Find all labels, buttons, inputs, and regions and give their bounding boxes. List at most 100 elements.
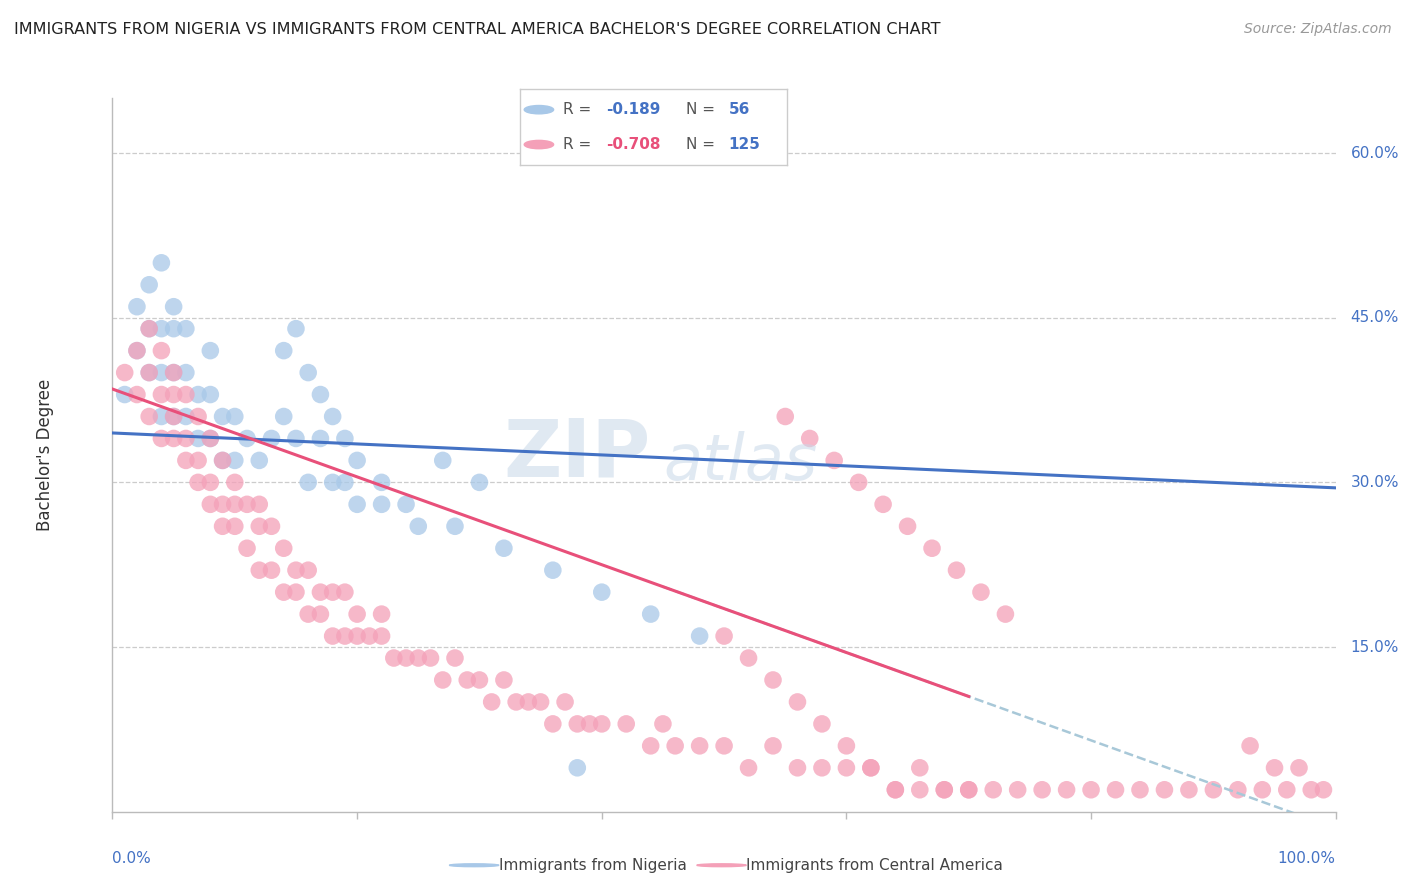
Point	[1153, 782, 1175, 797]
Point	[884, 782, 907, 797]
Point	[1312, 782, 1334, 797]
Point	[297, 366, 319, 380]
Point	[395, 497, 418, 511]
Point	[370, 607, 392, 621]
Text: 56: 56	[728, 103, 749, 117]
Text: ZIP: ZIP	[503, 416, 651, 494]
Point	[468, 475, 491, 490]
Point	[163, 409, 186, 424]
Point	[1275, 782, 1298, 797]
Point	[150, 366, 173, 380]
Circle shape	[450, 863, 499, 867]
Point	[713, 739, 735, 753]
Text: 30.0%: 30.0%	[1350, 475, 1399, 490]
Point	[150, 387, 173, 401]
Point	[247, 453, 270, 467]
Point	[150, 409, 173, 424]
Point	[224, 453, 246, 467]
Text: 45.0%: 45.0%	[1350, 310, 1399, 326]
Point	[1056, 782, 1078, 797]
Point	[835, 739, 858, 753]
Point	[884, 782, 907, 797]
Circle shape	[524, 140, 554, 149]
Point	[200, 432, 222, 446]
Point	[322, 475, 344, 490]
Point	[284, 563, 308, 577]
Point	[370, 497, 392, 511]
Point	[505, 695, 527, 709]
Point	[370, 629, 392, 643]
Point	[273, 343, 295, 358]
Point	[211, 409, 233, 424]
Point	[908, 782, 931, 797]
Point	[432, 673, 454, 687]
Text: R =: R =	[562, 137, 596, 152]
Point	[897, 519, 920, 533]
Point	[1129, 782, 1152, 797]
Point	[247, 497, 270, 511]
Point	[125, 387, 148, 401]
Point	[981, 782, 1004, 797]
Point	[333, 585, 356, 599]
Point	[481, 695, 503, 709]
Point	[541, 563, 564, 577]
Point	[138, 277, 160, 292]
Point	[567, 761, 589, 775]
Point	[174, 409, 197, 424]
Point	[200, 387, 222, 401]
Point	[859, 761, 882, 775]
Point	[187, 387, 209, 401]
Point	[150, 343, 173, 358]
Point	[640, 607, 662, 621]
Point	[187, 453, 209, 467]
Point	[1104, 782, 1126, 797]
Point	[1301, 782, 1323, 797]
Point	[333, 475, 356, 490]
Text: Immigrants from Central America: Immigrants from Central America	[747, 858, 1002, 872]
Point	[297, 475, 319, 490]
Point	[908, 761, 931, 775]
Point	[273, 409, 295, 424]
Point	[187, 475, 209, 490]
Point	[224, 409, 246, 424]
Point	[114, 387, 136, 401]
Point	[614, 717, 637, 731]
Point	[346, 497, 368, 511]
Point	[309, 387, 332, 401]
Point	[174, 432, 197, 446]
Point	[273, 585, 295, 599]
Point	[775, 409, 797, 424]
Point	[260, 563, 283, 577]
Point	[322, 585, 344, 599]
Point	[333, 629, 356, 643]
Point	[468, 673, 491, 687]
Point	[689, 629, 711, 643]
Point	[1178, 782, 1201, 797]
Point	[811, 717, 834, 731]
Point	[591, 717, 613, 731]
Point	[945, 563, 967, 577]
Point	[848, 475, 870, 490]
Point	[224, 475, 246, 490]
Point	[578, 717, 600, 731]
Point	[284, 432, 308, 446]
Point	[236, 497, 259, 511]
Point	[236, 541, 259, 556]
Point	[200, 475, 222, 490]
Point	[1226, 782, 1249, 797]
Point	[163, 321, 186, 335]
Point	[150, 256, 173, 270]
Point	[224, 519, 246, 533]
Point	[1080, 782, 1102, 797]
Point	[163, 409, 186, 424]
Point	[297, 563, 319, 577]
Point	[138, 366, 160, 380]
Point	[322, 409, 344, 424]
Point	[640, 739, 662, 753]
Point	[419, 651, 441, 665]
Point	[799, 432, 821, 446]
Point	[125, 300, 148, 314]
Text: N =: N =	[686, 137, 720, 152]
Point	[211, 497, 233, 511]
Text: Immigrants from Nigeria: Immigrants from Nigeria	[499, 858, 686, 872]
